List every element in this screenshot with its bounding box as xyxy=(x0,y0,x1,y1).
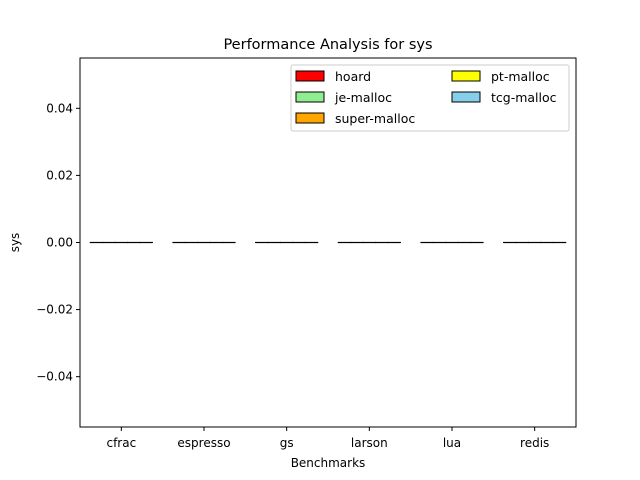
chart-title: Performance Analysis for sys xyxy=(223,37,432,53)
y-tick-label: 0.02 xyxy=(46,168,73,182)
y-tick-label: −0.02 xyxy=(36,303,73,317)
legend-swatch-hoard xyxy=(295,70,325,82)
x-tick-label: cfrac xyxy=(106,436,136,450)
legend-swatch-tcg-malloc xyxy=(451,91,481,103)
legend-label-je-malloc: je-malloc xyxy=(334,90,392,105)
x-tick-label: redis xyxy=(520,436,549,450)
legend-swatch-je-malloc xyxy=(295,91,325,103)
x-axis: cfrac espresso gs larson lua redis xyxy=(106,427,549,450)
legend: hoard je-malloc super-malloc pt-malloc tcg-m… xyxy=(290,64,570,132)
x-tick-label: larson xyxy=(351,436,388,450)
y-tick-label: 0.04 xyxy=(46,101,73,115)
x-tick-label: gs xyxy=(280,436,294,450)
legend-label-hoard: hoard xyxy=(335,69,371,84)
legend-frame xyxy=(290,64,570,132)
x-axis-label: Benchmarks xyxy=(291,456,366,470)
legend-swatch-pt-malloc xyxy=(451,70,481,82)
plot-frame xyxy=(79,57,577,428)
legend-label-super-malloc: super-malloc xyxy=(335,111,415,126)
y-axis: −0.04 −0.02 0.00 0.02 0.04 xyxy=(36,101,80,384)
y-axis-label: sys xyxy=(8,233,22,253)
legend-label-pt-malloc: pt-malloc xyxy=(491,69,550,84)
y-tick-label: 0.00 xyxy=(46,236,73,250)
legend-label-tcg-malloc: tcg-malloc xyxy=(491,90,557,105)
y-tick-label: −0.04 xyxy=(36,370,73,384)
legend-swatch-super-malloc xyxy=(295,112,325,124)
x-tick-label: lua xyxy=(443,436,461,450)
x-tick-label: espresso xyxy=(177,436,230,450)
